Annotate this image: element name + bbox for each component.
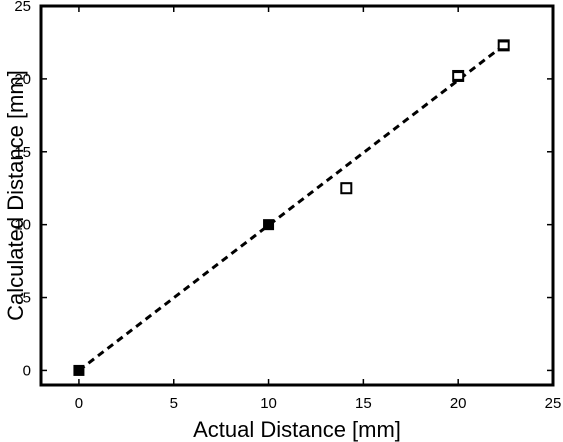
x-tick-label: 10 — [260, 395, 277, 412]
plot-area — [73, 39, 510, 376]
x-axis-title: Actual Distance [mm] — [193, 417, 401, 442]
axes: 0 5 10 15 20 25 0 5 10 15 20 25 — [14, 0, 561, 412]
x-tick-label: 25 — [545, 395, 562, 412]
x-tick-label: 5 — [170, 395, 178, 412]
fit-line — [78, 44, 505, 372]
y-tick-label: 0 — [23, 362, 31, 379]
x-tick-label: 0 — [75, 395, 83, 412]
y-tick-label: 25 — [14, 0, 31, 15]
y-axis-title: Calculated Distance [mm] — [3, 70, 28, 321]
x-tick-label: 15 — [355, 395, 372, 412]
y-tick-label: 10 — [14, 217, 31, 234]
y-tick-label: 20 — [14, 71, 31, 88]
x-tick-label: 20 — [450, 395, 467, 412]
data-point — [340, 182, 353, 195]
data-point — [73, 364, 85, 376]
y-tick-label: 15 — [14, 144, 31, 161]
axes-frame — [39, 4, 555, 387]
data-point — [497, 39, 510, 52]
y-tick-label: 5 — [23, 290, 31, 307]
data-point — [452, 69, 465, 82]
data-point — [263, 219, 275, 231]
